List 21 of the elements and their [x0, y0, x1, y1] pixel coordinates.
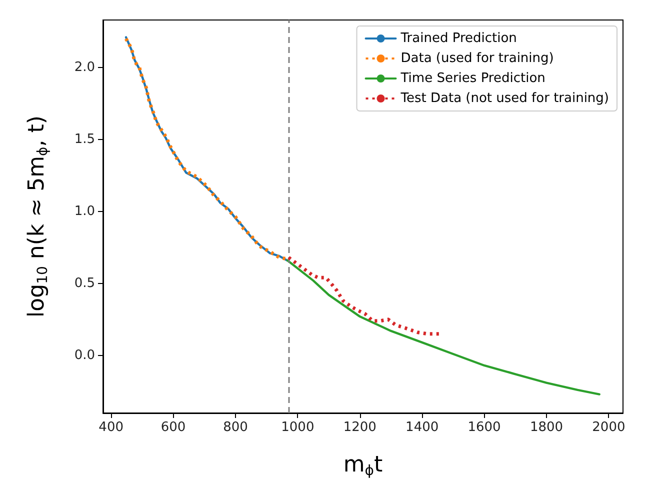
x-tick-label: 800	[223, 420, 248, 435]
y-tick-label: 2.0	[74, 60, 95, 76]
y-tick-label: 0.5	[74, 276, 95, 291]
x-tick-label: 1200	[343, 420, 376, 435]
x-tick-label: 600	[160, 420, 186, 435]
x-tick-label: 2000	[592, 420, 626, 435]
x-tick-label: 1400	[406, 420, 439, 435]
legend-label: Time Series Prediction	[400, 71, 546, 86]
line-series	[286, 256, 442, 336]
x-tick-label: 1000	[281, 420, 314, 435]
y-axis-title: log10 n(k ≈ 5mϕ, t)	[24, 116, 51, 318]
y-tick-label: 1.5	[74, 132, 95, 147]
y-tick-label: 1.0	[74, 204, 95, 219]
x-tick-label: 1600	[468, 420, 501, 435]
legend-label: Trained Prediction	[400, 31, 517, 46]
y-tick-label: 0.0	[74, 348, 95, 363]
line-series	[286, 259, 600, 396]
x-tick-label: 400	[98, 420, 124, 435]
legend-label: Test Data (not used for training)	[400, 91, 610, 106]
legend-label: Data (used for training)	[400, 51, 554, 66]
x-tick-label: 1800	[530, 420, 564, 435]
